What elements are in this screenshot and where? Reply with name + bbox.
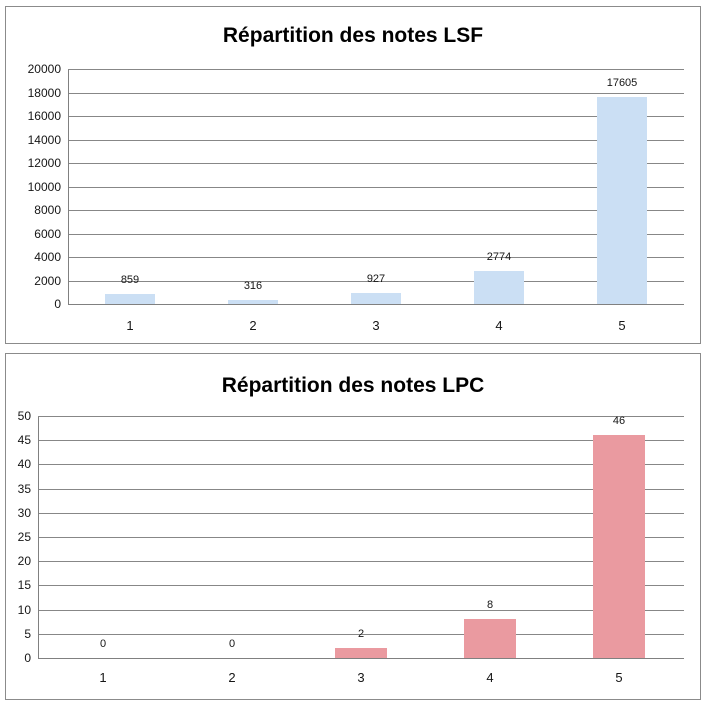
gridline [68, 187, 684, 188]
y-axis-tick-label: 0 [24, 651, 31, 665]
y-axis-tick-label: 30 [17, 506, 31, 520]
y-axis-tick-label: 2000 [34, 274, 61, 288]
y-axis-tick-label: 14000 [27, 133, 61, 147]
y-axis-tick-label: 18000 [27, 86, 61, 100]
bar-category-3 [351, 293, 401, 304]
gridline [68, 93, 684, 94]
x-axis-category-label: 1 [99, 670, 107, 685]
plot-area-lsf: 859 316 927 2774 17605 [68, 69, 684, 305]
gridline [38, 464, 684, 465]
gridline [68, 210, 684, 211]
y-axis-tick-label: 16000 [27, 109, 61, 123]
gridline [38, 537, 684, 538]
gridline [68, 140, 684, 141]
bar-category-1 [105, 294, 155, 304]
chart-title-lpc: Répartition des notes LPC [221, 374, 485, 397]
gridline [38, 610, 684, 611]
y-axis-tick-label: 20000 [27, 62, 61, 76]
x-axis-line [68, 304, 684, 305]
data-label: 2 [357, 628, 365, 640]
chart-title-lsf: Répartition des notes LSF [222, 24, 484, 47]
bar-category-5 [597, 97, 647, 304]
gridline [68, 69, 684, 70]
y-axis-tick-label: 12000 [27, 156, 61, 170]
chart-panel-lpc: Répartition des notes LPC 0 0 2 8 46 0 5 10 15 2… [5, 353, 701, 700]
bar-category-3 [335, 648, 387, 658]
x-axis-category-label: 5 [615, 670, 623, 685]
gridline [68, 257, 684, 258]
gridline [68, 116, 684, 117]
x-axis-category-label: 3 [357, 670, 365, 685]
y-axis-tick-label: 6000 [34, 227, 61, 241]
bar-category-5 [593, 435, 645, 658]
gridline [38, 440, 684, 441]
gridline [68, 281, 684, 282]
x-axis-category-label: 2 [228, 670, 236, 685]
gridline [38, 561, 684, 562]
gridline [38, 634, 684, 635]
data-label: 0 [228, 638, 236, 650]
x-axis-category-label: 5 [618, 318, 626, 333]
y-axis-tick-label: 15 [17, 578, 31, 592]
data-label: 859 [120, 274, 140, 286]
gridline [38, 489, 684, 490]
y-axis-tick-label: 10 [17, 603, 31, 617]
y-axis-tick-label: 40 [17, 457, 31, 471]
y-axis-tick-label: 10000 [27, 180, 61, 194]
bar-category-4 [474, 271, 524, 304]
x-axis-category-label: 1 [126, 318, 134, 333]
gridline [38, 513, 684, 514]
x-axis-category-label: 4 [495, 318, 503, 333]
y-axis-tick-label: 4000 [34, 250, 61, 264]
y-axis-tick-label: 35 [17, 482, 31, 496]
gridline [68, 163, 684, 164]
y-axis-line [68, 70, 69, 305]
x-axis-category-label: 4 [486, 670, 494, 685]
y-axis-tick-label: 20 [17, 554, 31, 568]
plot-area-lpc: 0 0 2 8 46 [38, 415, 684, 659]
chart-panel-lsf: Répartition des notes LSF 859 316 927 2774 1… [5, 6, 701, 344]
gridline [38, 416, 684, 417]
x-axis-category-label: 3 [372, 318, 380, 333]
data-label: 17605 [606, 77, 638, 89]
x-axis-line [38, 658, 684, 659]
x-axis-category-label: 2 [249, 318, 257, 333]
y-axis-tick-label: 50 [17, 409, 31, 423]
data-label: 0 [99, 638, 107, 650]
y-axis-tick-label: 8000 [34, 203, 61, 217]
y-axis-line [38, 417, 39, 659]
data-label: 46 [612, 415, 626, 427]
data-label: 316 [243, 280, 263, 292]
data-label: 927 [366, 273, 386, 285]
bar-category-4 [464, 619, 516, 658]
data-label: 2774 [486, 251, 512, 263]
y-axis-tick-label: 0 [54, 297, 61, 311]
gridline [38, 585, 684, 586]
bar-category-2 [228, 300, 278, 304]
y-axis-tick-label: 45 [17, 433, 31, 447]
y-axis-tick-label: 5 [24, 627, 31, 641]
data-label: 8 [486, 599, 494, 611]
y-axis-tick-label: 25 [17, 530, 31, 544]
gridline [68, 234, 684, 235]
